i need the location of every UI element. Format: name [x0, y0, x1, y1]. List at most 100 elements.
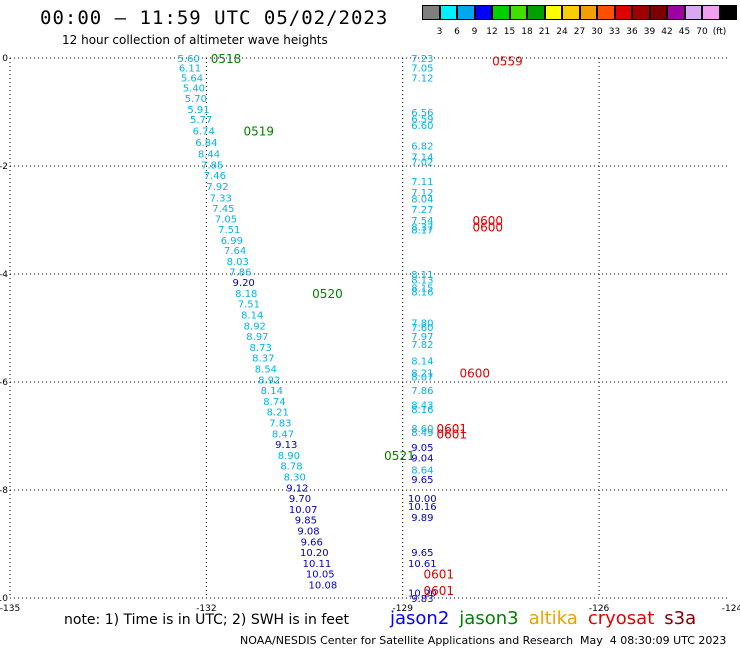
colorbar-label: 18 — [521, 27, 533, 37]
colorbar-swatch — [719, 5, 737, 20]
satellite-legend: jason2 jason3 altika cryosat s3a — [390, 608, 706, 629]
wave-height-label: 6.99 — [221, 236, 243, 247]
chart-subtitle: 12 hour collection of altimeter wave hei… — [62, 33, 328, 47]
wave-height-label: 8.54 — [255, 365, 277, 376]
wave-height-label: 8.37 — [252, 354, 274, 365]
wave-height-label: 7.02 — [411, 158, 433, 169]
time-annotation: 0559 — [492, 55, 523, 69]
wave-height-label: 7.60 — [411, 323, 433, 334]
wave-height-label: 8.73 — [250, 343, 272, 354]
wave-height-label: 8.16 — [411, 405, 433, 416]
wave-height-label: 10.11 — [303, 559, 332, 570]
colorbar-swatch — [684, 5, 702, 20]
y-tick-label: -10 — [0, 594, 8, 604]
wave-height-label: 6.59 — [411, 114, 433, 125]
y-tick-label: -8 — [0, 486, 8, 496]
wave-height-label: 6.11 — [179, 64, 201, 75]
colorbar-label: 21 — [538, 27, 551, 37]
colorbar-swatch — [474, 5, 492, 20]
wave-height-label: 7.51 — [218, 225, 240, 236]
colorbar-swatch — [614, 5, 632, 20]
wave-height-label: 9.85 — [295, 516, 317, 527]
colorbar-swatch — [649, 5, 667, 20]
wave-height-label: 7.97 — [411, 332, 433, 343]
colorbar-swatch — [509, 5, 527, 20]
satellite-legend-s3a: s3a — [664, 608, 697, 629]
wave-height-label: 8.21 — [411, 368, 433, 379]
wave-height-label: 5.77 — [190, 115, 212, 126]
time-annotation: 0519 — [243, 124, 274, 138]
wave-height-label: 7.11 — [411, 177, 433, 188]
colorbar-label: 70 — [696, 27, 708, 37]
wave-height-label: 7.05 — [411, 64, 433, 75]
wave-height-label: 8.44 — [198, 150, 220, 161]
colorbar-swatch — [579, 5, 597, 20]
wave-height-label: 8.30 — [284, 473, 306, 484]
satellite-legend-jason3: jason3 — [459, 608, 519, 629]
wave-height-label: 8.15 — [411, 284, 433, 295]
wave-height-label: 9.70 — [289, 494, 311, 505]
x-tick-label: -135 — [0, 604, 20, 614]
wave-height-label: 5.40 — [183, 84, 205, 95]
colorbar-label: 27 — [573, 27, 586, 37]
wave-height-label: 7.46 — [204, 171, 226, 182]
wave-height-label: 8.18 — [235, 289, 257, 300]
time-annotation: 0601 — [423, 584, 454, 598]
y-tick-label: 0 — [2, 54, 8, 64]
colorbar-label: 6 — [454, 27, 460, 37]
time-annotation: 0601 — [437, 422, 468, 436]
colorbar-swatch — [544, 5, 562, 20]
wave-height-label: 7.45 — [212, 204, 234, 215]
time-annotation: 0601 — [423, 568, 454, 582]
colorbar-label: 15 — [503, 27, 516, 37]
colorbar-swatch — [597, 5, 615, 20]
wave-height-label: 8.60 — [411, 424, 433, 435]
time-annotation: 0600 — [459, 366, 490, 380]
wave-height-label: 9.08 — [297, 527, 319, 538]
colorbar-label: (ft) — [712, 27, 727, 37]
wave-height-label: 6.84 — [195, 138, 217, 149]
wave-height-label: 8.07 — [411, 373, 433, 384]
wave-height-label: 7.85 — [201, 160, 223, 171]
wave-height-label: 8.03 — [227, 257, 249, 268]
wave-height-label: 8.97 — [246, 332, 268, 343]
wave-height-label: 6.82 — [411, 141, 433, 152]
colorbar-swatch — [492, 5, 510, 20]
wave-height-label: 6.56 — [411, 108, 433, 119]
wave-height-label: 8.11 — [411, 270, 433, 281]
wave-height-label: 8.14 — [261, 386, 283, 397]
wave-height-label: 7.86 — [411, 386, 433, 397]
colorbar-label: 9 — [471, 27, 478, 37]
x-tick-label: -124 — [722, 604, 740, 614]
wave-height-label: 9.13 — [275, 440, 297, 451]
wave-height-label: 7.92 — [206, 182, 228, 193]
wave-height-label: 7.33 — [210, 193, 232, 204]
wave-height-label: 10.20 — [408, 589, 437, 600]
wave-height-label: 8.16 — [411, 287, 433, 298]
wave-height-label: 9.20 — [233, 278, 255, 289]
wave-height-label: 9.12 — [286, 483, 308, 494]
chart-title: 00:00 — 11:59 UTC 05/02/2023 — [40, 7, 389, 29]
wave-height-label: 10.05 — [306, 570, 335, 581]
colorbar-label: 30 — [591, 27, 603, 37]
wave-height-label: 5.70 — [185, 94, 207, 105]
wave-height-label: 10.08 — [309, 581, 338, 592]
time-annotation: 0518 — [211, 52, 242, 66]
wave-height-label: 8.13 — [411, 275, 433, 286]
wave-height-label: 7.64 — [224, 246, 246, 257]
footer-note: note: 1) Time is in UTC; 2) SWH is in fe… — [64, 612, 350, 628]
wave-height-label: 8.64 — [411, 465, 433, 476]
y-tick-label: -6 — [0, 378, 8, 388]
wave-height-label: 7.12 — [411, 188, 433, 199]
wave-height-label: 8.49 — [411, 428, 433, 439]
colorbar-swatch — [702, 5, 720, 20]
wave-height-label: 8.78 — [280, 462, 302, 473]
wave-height-label: 7.27 — [411, 205, 433, 216]
wave-height-label: 7.14 — [411, 152, 433, 163]
colorbar-label: 36 — [626, 27, 638, 37]
wave-height-label: 7.82 — [411, 340, 433, 351]
wave-height-label: 7.23 — [411, 54, 433, 65]
colorbar-label: 24 — [556, 27, 568, 37]
x-tick-label: -129 — [393, 604, 414, 614]
wave-height-label: 8.43 — [411, 401, 433, 412]
